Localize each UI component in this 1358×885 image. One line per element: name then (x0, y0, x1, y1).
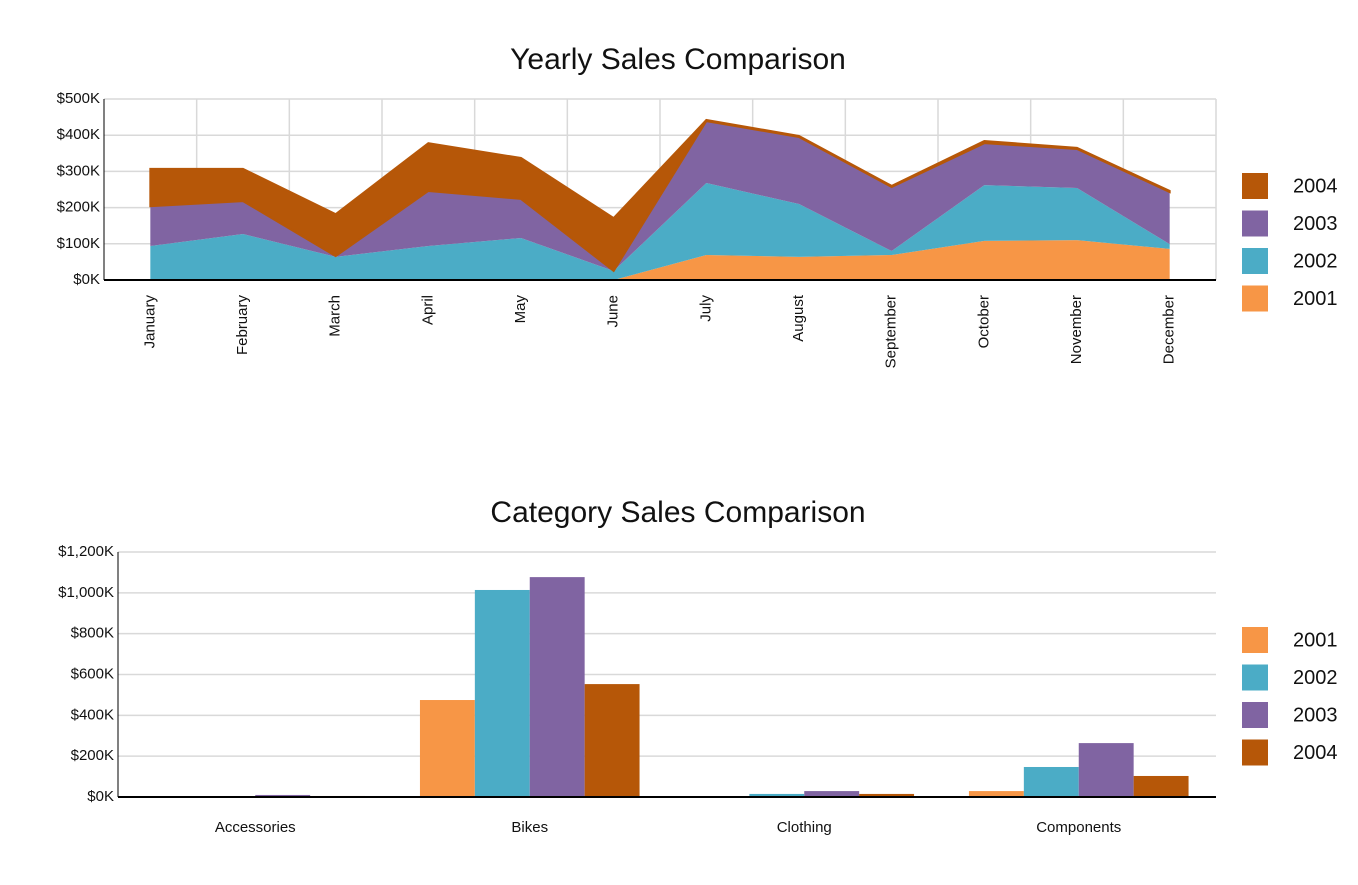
x-tick-label: Clothing (777, 819, 832, 836)
legend-label: 2004 (1293, 175, 1338, 197)
legend-label: 2004 (1293, 742, 1338, 764)
y-tick-label: $1,000K (58, 584, 114, 601)
legend-swatch (1242, 627, 1268, 653)
legend-swatch (1242, 210, 1268, 237)
x-tick-label: January (141, 295, 158, 349)
x-tick-label: Components (1036, 819, 1121, 836)
bar (529, 577, 585, 797)
area (150, 240, 1170, 280)
y-tick-label: $400K (57, 126, 100, 143)
y-tick-label: $200K (57, 199, 100, 216)
y-tick-label: $0K (73, 271, 100, 288)
legend-label: 2002 (1293, 667, 1338, 689)
chart-title: Category Sales Comparison (490, 496, 865, 529)
y-tick-label: $1,200K (58, 543, 114, 560)
x-tick-label: July (697, 295, 714, 322)
x-tick-label: Accessories (215, 819, 296, 836)
y-tick-label: $500K (57, 90, 100, 107)
legend-label: 2003 (1293, 704, 1338, 726)
x-tick-label: April (419, 295, 436, 325)
legend-swatch (1242, 285, 1268, 312)
x-tick-label: June (605, 295, 622, 328)
x-tick-label: December (1161, 295, 1178, 364)
x-tick-label: October (975, 295, 992, 348)
y-tick-label: $0K (87, 788, 114, 805)
legend-label: 2001 (1293, 288, 1338, 310)
bar (859, 793, 915, 797)
x-tick-label: Bikes (511, 819, 548, 836)
x-tick-label: March (327, 295, 344, 337)
area (149, 118, 1171, 273)
bar (419, 700, 475, 797)
legend-swatch (1242, 739, 1268, 766)
bar (584, 684, 640, 797)
y-tick-label: $200K (71, 747, 114, 764)
legend-label: 2001 (1293, 629, 1338, 651)
bar (749, 793, 805, 797)
bar (1133, 775, 1189, 797)
x-tick-label: May (512, 295, 529, 324)
x-tick-label: February (234, 295, 251, 356)
bar (1078, 743, 1134, 797)
x-tick-label: November (1068, 295, 1085, 364)
x-tick-label: September (883, 295, 900, 368)
y-tick-label: $600K (71, 665, 114, 682)
legend-swatch (1242, 664, 1268, 691)
y-tick-label: $400K (71, 706, 114, 723)
legend-label: 2002 (1293, 250, 1338, 272)
x-tick-label: August (790, 294, 807, 342)
legend-label: 2003 (1293, 213, 1338, 235)
bar (804, 791, 860, 797)
legend-swatch (1242, 248, 1268, 274)
y-tick-label: $300K (57, 162, 100, 179)
bar (1023, 766, 1079, 797)
y-tick-label: $800K (71, 625, 114, 642)
bar (968, 791, 1024, 797)
legend-swatch (1242, 173, 1268, 199)
area (150, 182, 1170, 280)
bar (474, 589, 530, 797)
y-tick-label: $100K (57, 235, 100, 252)
bar (255, 794, 311, 797)
chart-title: Yearly Sales Comparison (510, 43, 846, 76)
legend-swatch (1242, 702, 1268, 728)
